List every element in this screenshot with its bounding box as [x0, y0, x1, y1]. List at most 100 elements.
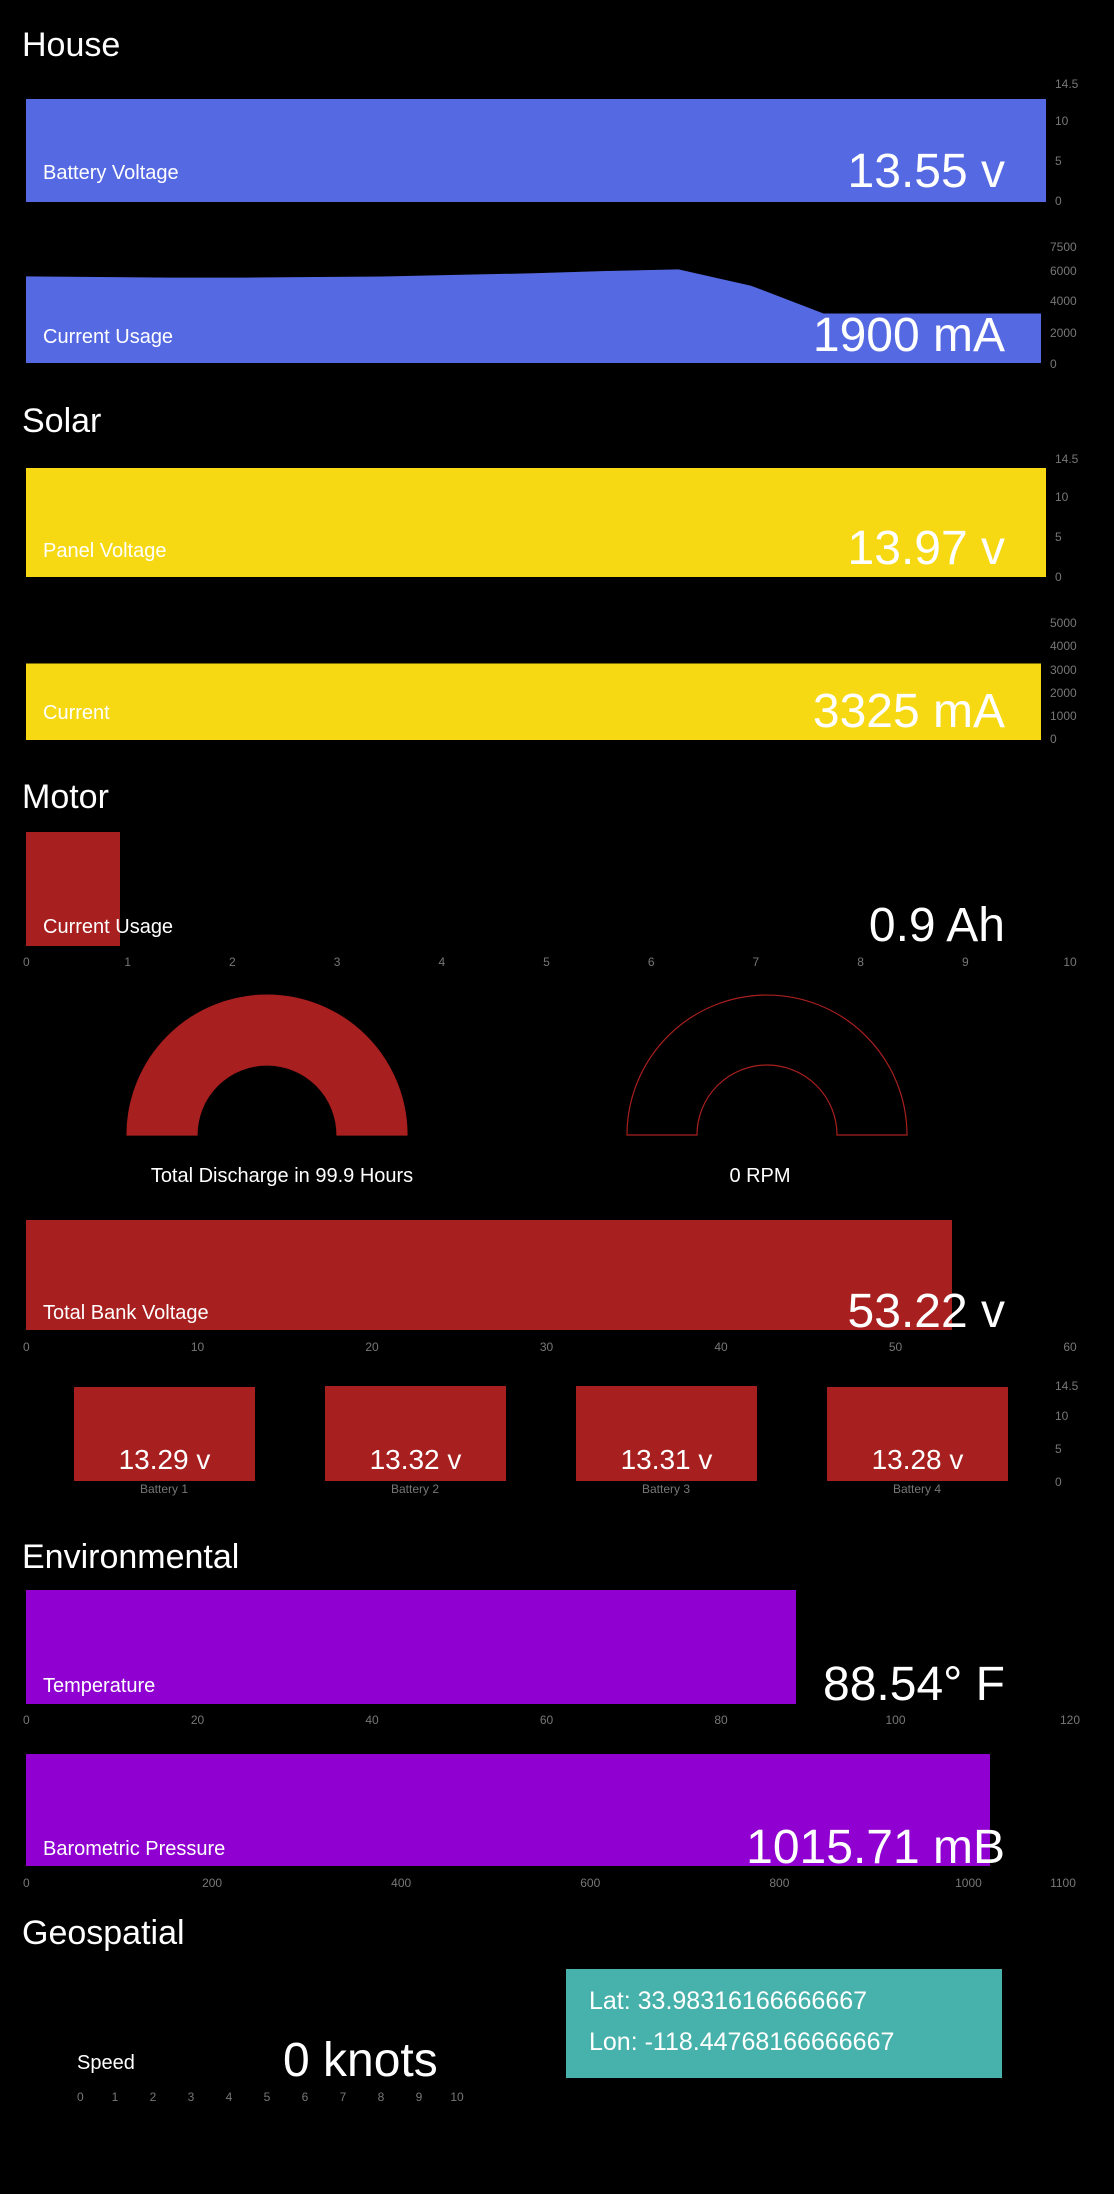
solar-current-axis-tick: 4000 [1050, 639, 1077, 653]
solar-section-title: Solar [22, 402, 102, 440]
speed-axis-tick: 0 [77, 2090, 84, 2104]
latitude-text: Lat: 33.98316166666667 [589, 1987, 868, 2015]
batteries-axis-tick: 0 [1055, 1475, 1062, 1489]
temperature-label: Temperature [43, 1675, 156, 1697]
house-current-axis-tick: 7500 [1050, 240, 1077, 254]
motor-current-usage-value: 0.9 Ah [868, 899, 1005, 952]
speed-axis-tick: 2 [149, 2090, 157, 2104]
solar-current-axis-tick: 0 [1050, 732, 1057, 746]
house-current-usage-area-chart [26, 269, 1041, 363]
total-bank-voltage-axis-tick: 50 [888, 1340, 903, 1354]
geospatial-section-title: Geospatial [22, 1914, 185, 1952]
motor-section-title: Motor [22, 778, 109, 816]
battery-name: Battery 2 [390, 1482, 440, 1496]
barometric-pressure-axis-tick: 1000 [955, 1876, 982, 1890]
total-discharge-gauge-fill [126, 994, 408, 1135]
battery-column [576, 1386, 757, 1481]
temperature-axis-tick: 120 [1059, 1713, 1081, 1727]
temperature-axis-tick: 80 [714, 1713, 728, 1727]
total-bank-voltage-axis-tick: 30 [539, 1340, 554, 1354]
house-battery-voltage-label: Battery Voltage [43, 162, 179, 184]
temperature-axis-tick: 40 [365, 1713, 379, 1727]
barometric-pressure-axis-tick: 200 [202, 1876, 223, 1890]
house-battery-voltage-value: 13.55 v [847, 145, 1005, 198]
motor-current-axis-tick: 2 [229, 955, 236, 969]
house-battery-axis-tick: 5 [1055, 154, 1062, 168]
solar-current-axis-tick: 1000 [1050, 709, 1077, 723]
barometric-pressure-axis-tick: 1100 [1050, 1876, 1076, 1890]
solar-panel-axis-tick: 10 [1055, 490, 1069, 504]
battery-value: 13.31 v [620, 1444, 713, 1475]
house-battery-axis-tick: 14.5 [1055, 77, 1079, 91]
temperature-axis-tick: 0 [23, 1713, 30, 1727]
house-current-axis-tick: 4000 [1050, 294, 1077, 308]
speed-axis-tick: 8 [377, 2090, 385, 2104]
motor-current-axis-tick: 8 [857, 955, 864, 969]
motor-current-axis-tick: 9 [961, 955, 969, 969]
solar-panel-axis-tick: 14.5 [1055, 452, 1079, 466]
batteries-axis-tick: 10 [1055, 1409, 1069, 1423]
barometric-pressure-axis-tick: 0 [23, 1876, 30, 1890]
solar-panel-axis-tick: 0 [1055, 570, 1062, 584]
speed-axis-tick: 1 [111, 2090, 119, 2104]
speed-label: Speed [77, 2052, 135, 2074]
solar-current-axis-tick: 3000 [1050, 663, 1077, 677]
total-bank-voltage-value: 53.22 v [847, 1285, 1005, 1338]
solar-current-axis-tick: 5000 [1050, 616, 1077, 630]
battery-value: 13.32 v [369, 1444, 462, 1475]
rpm-label: 0 RPM [729, 1165, 791, 1187]
battery-name: Battery 1 [139, 1482, 189, 1496]
barometric-pressure-axis-tick: 600 [580, 1876, 601, 1890]
total-bank-voltage-axis-tick: 0 [23, 1340, 30, 1354]
motor-current-axis-tick: 5 [543, 955, 550, 969]
house-battery-axis-tick: 10 [1055, 114, 1069, 128]
battery-name: Battery 3 [641, 1482, 691, 1496]
solar-current-label: Current [43, 702, 110, 724]
barometric-pressure-bar [26, 1754, 990, 1866]
total-bank-voltage-axis-tick: 10 [190, 1340, 205, 1354]
batteries-axis-tick: 14.5 [1055, 1379, 1079, 1393]
solar-panel-voltage-value: 13.97 v [847, 522, 1005, 575]
rpm-gauge [626, 994, 908, 1136]
solar-panel-voltage-panel [26, 464, 1046, 577]
total-discharge-gauge [126, 994, 408, 1136]
total-bank-voltage-panel [26, 1220, 1070, 1330]
total-bank-voltage-axis-tick: 60 [1063, 1340, 1077, 1354]
temperature-panel [26, 1590, 1070, 1704]
battery-value: 13.29 v [118, 1444, 211, 1475]
motor-current-usage-panel [26, 832, 1070, 946]
motor-current-axis-tick: 7 [752, 955, 760, 969]
barometric-pressure-axis-tick: 400 [391, 1876, 412, 1890]
motor-current-axis-tick: 1 [124, 955, 132, 969]
temperature-bar [26, 1590, 797, 1704]
speed-axis-tick: 4 [225, 2090, 233, 2104]
speed-value: 0 knots [283, 2034, 438, 2087]
battery-column [827, 1386, 1008, 1481]
motor-current-usage-bar [26, 832, 120, 946]
barometric-pressure-label: Barometric Pressure [43, 1838, 226, 1860]
battery-column [325, 1386, 506, 1481]
speed-axis-tick: 9 [415, 2090, 423, 2104]
barometric-pressure-panel [26, 1754, 1070, 1866]
rpm-gauge-track [626, 994, 908, 1136]
total-discharge-label: Total Discharge in 99.9 Hours [150, 1165, 414, 1187]
motor-current-axis-tick: 0 [23, 955, 30, 969]
house-current-axis-tick: 6000 [1050, 264, 1077, 278]
speed-axis-tick: 7 [339, 2090, 347, 2104]
motor-current-usage-label: Current Usage [43, 916, 174, 938]
speed-axis-tick: 5 [263, 2090, 271, 2104]
solar-current-value: 3325 mA [812, 685, 1005, 738]
house-current-usage-label: Current Usage [43, 326, 174, 348]
speed-axis-tick: 6 [301, 2090, 309, 2104]
house-current-usage-value: 1900 mA [812, 309, 1005, 362]
solar-panel-voltage-label: Panel Voltage [43, 540, 167, 562]
environmental-section-title: Environmental [22, 1538, 240, 1576]
total-bank-voltage-bar [26, 1220, 953, 1330]
house-battery-voltage-bar [26, 99, 1046, 202]
temperature-axis-tick: 60 [539, 1713, 554, 1727]
house-section-title: House [22, 26, 121, 64]
battery-column [74, 1386, 255, 1481]
barometric-pressure-value: 1015.71 mB [746, 1821, 1005, 1874]
solar-panel-axis-tick: 5 [1055, 530, 1062, 544]
speed-axis-tick: 10 [450, 2090, 464, 2104]
